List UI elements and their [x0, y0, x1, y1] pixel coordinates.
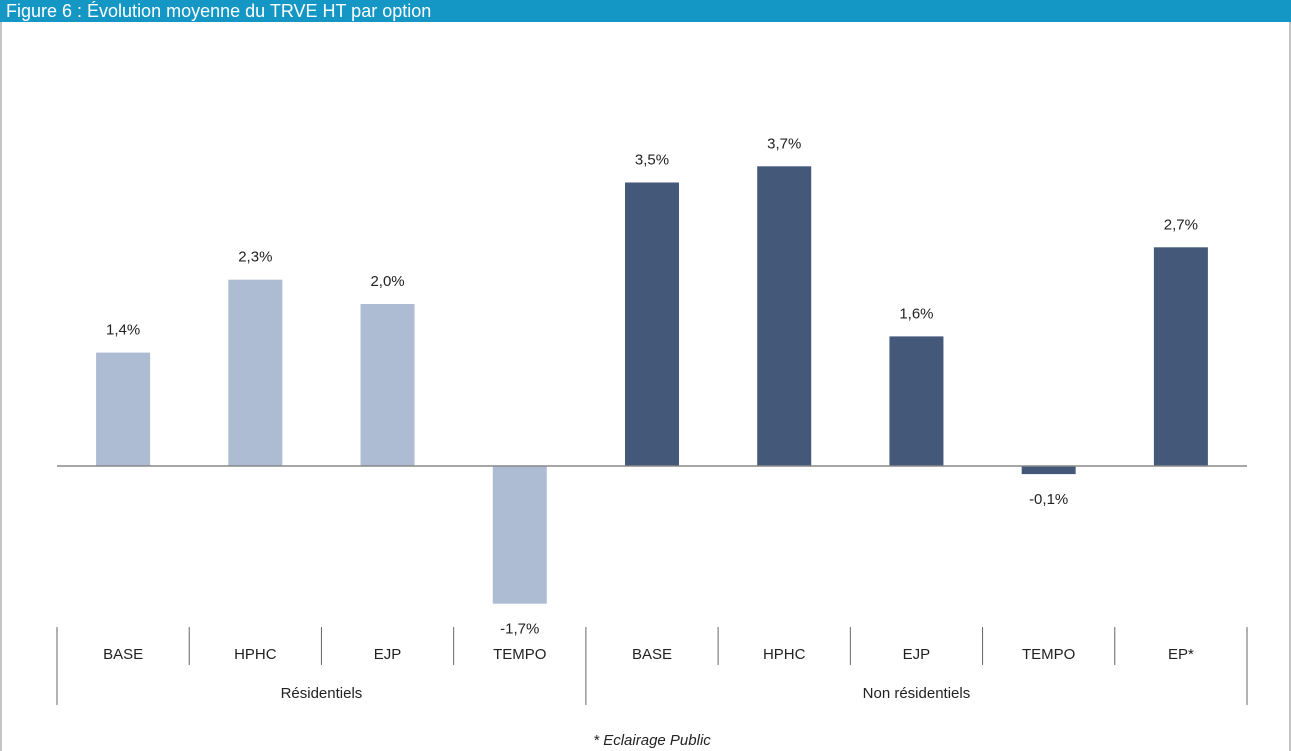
value-label: 1,4% [106, 322, 140, 339]
group-label: Non résidentiels [863, 685, 971, 702]
bar [96, 352, 151, 466]
x-tick-label: EP* [1168, 646, 1194, 663]
x-tick-label: BASE [632, 646, 672, 663]
bar [228, 279, 283, 466]
title-bar [0, 0, 1291, 22]
value-label: 2,3% [238, 249, 272, 266]
x-tick-label: EJP [374, 646, 402, 663]
x-tick-label: HPHC [234, 646, 277, 663]
x-tick-label: BASE [103, 646, 143, 663]
bar [492, 466, 547, 604]
x-tick-label: HPHC [763, 646, 806, 663]
bar [757, 166, 812, 467]
value-label: 2,7% [1164, 216, 1198, 233]
footnote: * Eclairage Public [593, 732, 711, 749]
bar [1021, 466, 1076, 475]
bar [889, 336, 944, 466]
value-label: 3,7% [767, 135, 801, 152]
bar [625, 182, 679, 466]
chart-title: Figure 6 : Évolution moyenne du TRVE HT … [6, 1, 431, 21]
group-label: Résidentiels [281, 685, 363, 702]
x-tick-label: TEMPO [1022, 646, 1075, 663]
value-label: -1,7% [500, 621, 539, 638]
bar [360, 304, 415, 466]
bar [1153, 247, 1208, 466]
value-label: 3,5% [635, 151, 669, 168]
value-label: 2,0% [370, 273, 404, 290]
x-tick-label: TEMPO [493, 646, 546, 663]
value-label: -0,1% [1029, 491, 1068, 508]
value-label: 1,6% [899, 305, 933, 322]
x-tick-label: EJP [903, 646, 931, 663]
